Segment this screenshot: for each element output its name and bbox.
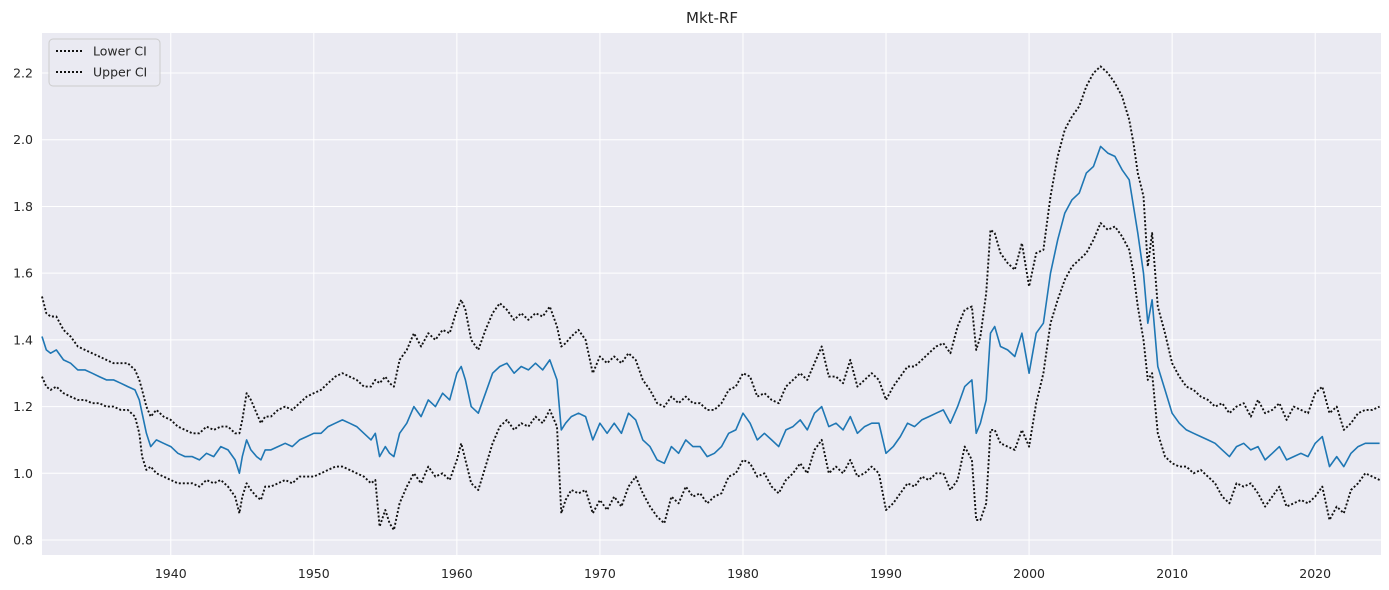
legend-label: Lower CI: [93, 44, 147, 59]
legend: Lower CI Upper CI: [48, 38, 161, 87]
legend-label: Upper CI: [93, 65, 147, 80]
y-tick-label: 1.6: [13, 266, 33, 281]
y-tick-label: 1.4: [13, 332, 33, 347]
axis-ticks: 1940 1950 1960 1970 1980 1990 2000 2010 2020 0.8 1…: [13, 66, 1331, 581]
grid-lines: [42, 33, 1381, 555]
x-tick-label: 2000: [1013, 566, 1045, 581]
x-tick-label: 2020: [1299, 566, 1331, 581]
x-tick-label: 1960: [441, 566, 473, 581]
x-tick-label: 1950: [298, 566, 330, 581]
y-tick-label: 2.2: [13, 66, 33, 81]
x-tick-label: 1990: [870, 566, 902, 581]
plot-area: [42, 33, 1381, 555]
y-tick-label: 2.0: [13, 132, 33, 147]
estimate-line: [41, 145, 1380, 475]
x-tick-label: 1940: [155, 566, 187, 581]
y-tick-label: 1.2: [13, 399, 33, 414]
y-tick-label: 1.0: [13, 466, 33, 481]
series-layer: [41, 65, 1381, 531]
x-tick-label: 1970: [584, 566, 616, 581]
lower-ci-line: [41, 222, 1381, 531]
x-tick-label: 1980: [727, 566, 759, 581]
upper-ci-line: [41, 65, 1380, 435]
y-tick-label: 0.8: [13, 532, 33, 547]
y-tick-label: 1.8: [13, 199, 33, 214]
chart-title: Mkt-RF: [686, 9, 738, 27]
x-tick-label: 2010: [1156, 566, 1188, 581]
